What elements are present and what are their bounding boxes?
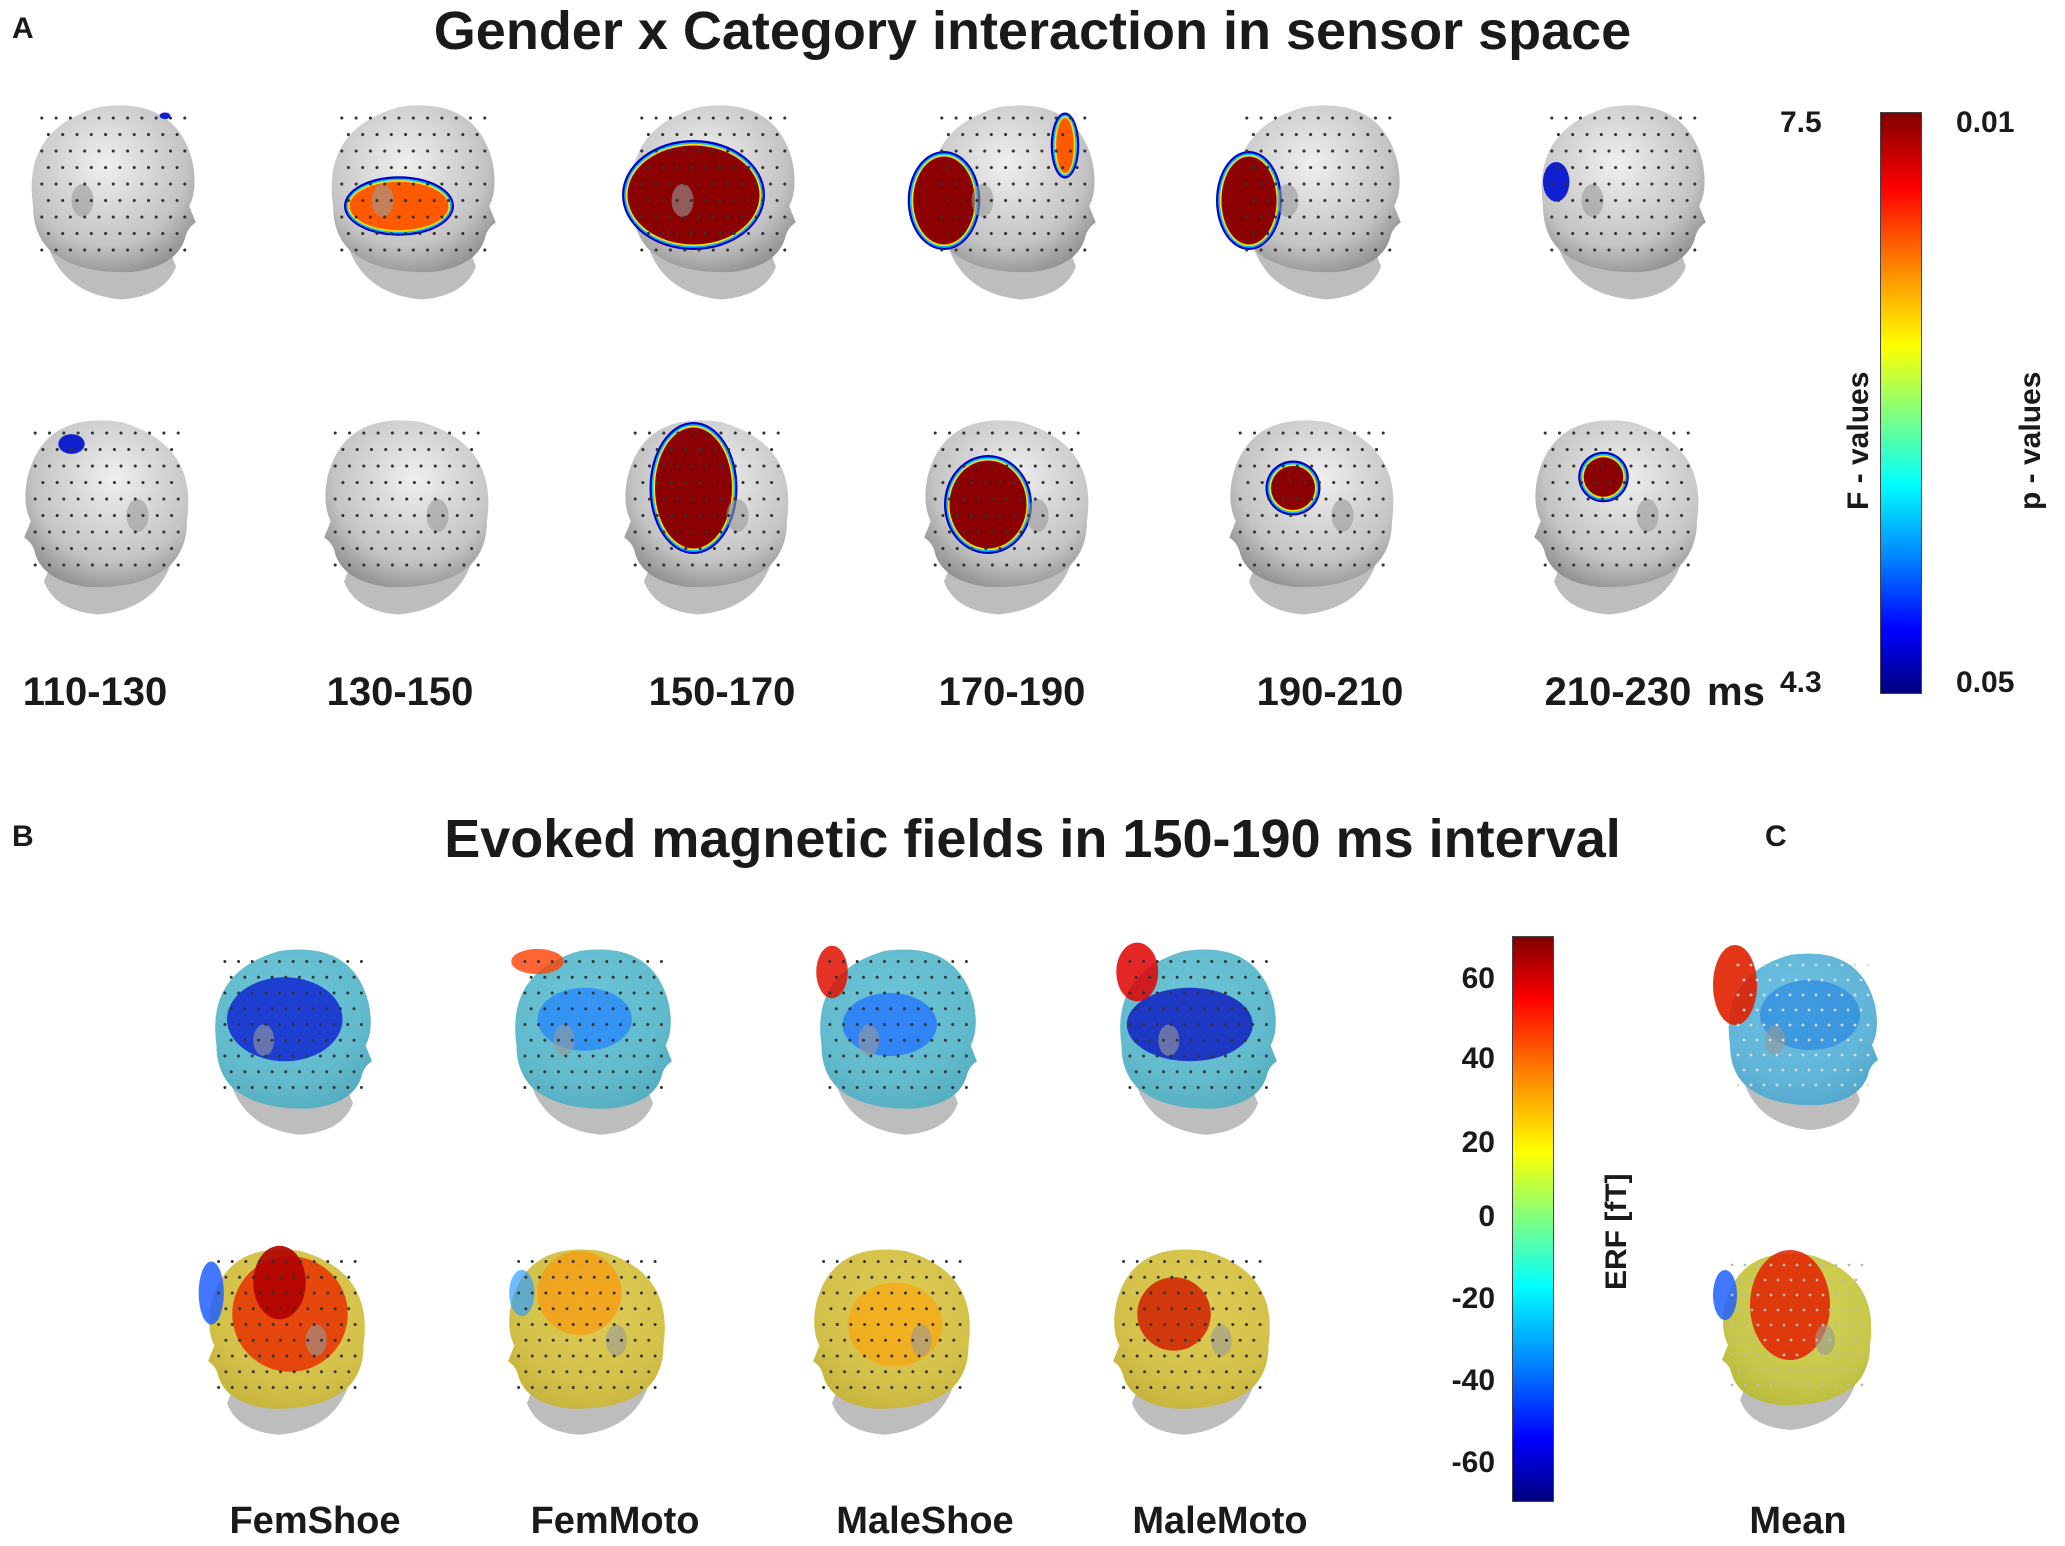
sensor-map-right-view [24, 420, 189, 615]
sensor-map-left-view [1541, 105, 1706, 300]
time-unit-label: ms [1707, 670, 1765, 714]
f-min-tick: 4.3 [1780, 666, 1822, 699]
panel-c-letter: C [1765, 820, 1787, 853]
f-max-tick: 7.5 [1780, 106, 1822, 139]
erf-tick: -20 [1451, 1282, 1495, 1315]
time-window-label: 110-130 [22, 670, 168, 714]
erf-map-right-view [508, 1249, 665, 1435]
condition-label: FemMoto [530, 1500, 700, 1542]
panel-a-letter: A [12, 12, 34, 45]
time-window-label: 210-230 [1544, 670, 1692, 714]
sensor-map-right-view [624, 420, 789, 615]
p-values-label: p - values [2014, 371, 2047, 510]
time-window-label: 130-150 [326, 670, 474, 714]
sensor-map-left-view [907, 105, 1096, 300]
erf-map-left-view [1116, 942, 1277, 1135]
erf-map-left-view [215, 949, 372, 1135]
sensor-map-left-view [31, 105, 196, 300]
p-top-tick: 0.01 [1956, 106, 2015, 139]
sensor-map-right-view [324, 420, 489, 615]
erf-tick: 20 [1461, 1126, 1495, 1159]
f-values-label: F - values [1842, 371, 1875, 510]
erf-map-left-view [816, 945, 977, 1135]
erf-map-left-view [511, 948, 672, 1135]
fp-colorbar [1880, 112, 1922, 694]
erf-map-right-view [1113, 1249, 1270, 1435]
erf-label: ERF [fT] [1600, 1173, 1633, 1290]
erf-colorbar [1512, 936, 1554, 1502]
p-bottom-tick: 0.05 [1956, 666, 2015, 699]
sensor-map-right-view [924, 420, 1089, 615]
erf-tick: 0 [1478, 1200, 1495, 1233]
erf-tick: 40 [1461, 1042, 1495, 1075]
erf-map-right-view [813, 1249, 970, 1435]
sensor-map-left-view [331, 105, 496, 300]
time-window-label: 190-210 [1256, 670, 1404, 714]
erf-tick: -60 [1451, 1446, 1495, 1479]
time-window-label: 150-170 [648, 670, 796, 714]
sensor-map-right-view [1229, 420, 1394, 615]
sensor-map-right-view [1534, 420, 1699, 615]
condition-label: MaleMoto [1132, 1500, 1308, 1542]
condition-label: MaleShoe [836, 1500, 1014, 1542]
condition-label: FemShoe [229, 1500, 401, 1542]
mean-map-right-view [1713, 1250, 1872, 1430]
erf-map-right-view [198, 1245, 365, 1435]
mean-map-left-view [1713, 945, 1878, 1130]
erf-tick: 60 [1461, 962, 1495, 995]
time-window-label: 170-190 [938, 670, 1086, 714]
panel-a-title: Gender x Category interaction in sensor … [433, 1, 1632, 61]
panel-b-title: Evoked magnetic fields in 150-190 ms int… [444, 809, 1621, 869]
mean-label: Mean [1749, 1500, 1847, 1542]
erf-tick: -40 [1451, 1364, 1495, 1397]
sensor-map-left-view [1216, 105, 1401, 300]
sensor-map-left-view [622, 105, 796, 300]
panel-b-letter: B [12, 820, 34, 853]
